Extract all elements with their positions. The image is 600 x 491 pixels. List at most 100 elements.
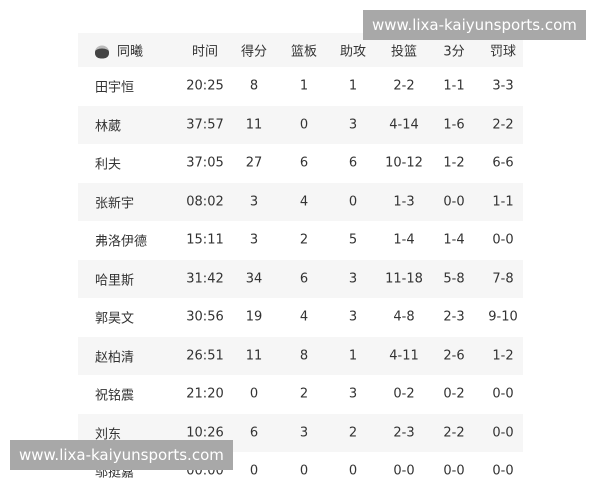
stat-cell: 1-6 <box>443 117 465 133</box>
stat-cell: 2-2 <box>492 117 514 133</box>
column-header: 篮板 <box>290 44 318 60</box>
column-header: 得分 <box>240 44 268 60</box>
stat-cell: 0-2 <box>443 386 465 402</box>
stat-cell: 3 <box>249 232 259 248</box>
table-row: 张新宇 08:02 3 4 0 1-3 0-0 1-1 <box>78 182 523 221</box>
column-header: 3分 <box>443 44 465 60</box>
stat-cell: 11 <box>245 117 263 133</box>
stat-cell: 1-1 <box>492 194 514 210</box>
stat-cell: 11-18 <box>385 271 423 287</box>
stat-cell: 0-0 <box>492 386 514 402</box>
stat-cell: 37:57 <box>186 117 224 133</box>
table-row: 利夫 37:05 27 6 6 10-12 1-2 6-6 <box>78 144 523 183</box>
table-row: 田宇恒 20:25 8 1 1 2-2 1-1 3-3 <box>78 67 523 106</box>
stat-cell: 2 <box>348 425 358 441</box>
table-row: 弗洛伊德 15:11 3 2 5 1-4 1-4 0-0 <box>78 221 523 260</box>
stat-cell: 37:05 <box>186 155 224 171</box>
stat-cell: 3 <box>348 117 358 133</box>
table-row: 哈里斯 31:42 34 6 3 11-18 5-8 7-8 <box>78 259 523 298</box>
table-row: 赵柏清 26:51 11 8 1 4-11 2-6 1-2 <box>78 336 523 375</box>
column-header: 投篮 <box>390 44 418 60</box>
stat-cell: 1-4 <box>393 232 415 248</box>
stat-cell: 0 <box>299 117 309 133</box>
player-name: 张新宇 <box>95 196 135 212</box>
stat-cell: 8 <box>299 348 309 364</box>
stat-cell: 0-0 <box>492 232 514 248</box>
stat-cell: 0-0 <box>492 425 514 441</box>
stat-cell: 34 <box>245 271 263 287</box>
stat-cell: 1-2 <box>443 155 465 171</box>
stat-cell: 2-3 <box>443 309 465 325</box>
stat-cell: 6-6 <box>492 155 514 171</box>
stat-cell: 31:42 <box>186 271 224 287</box>
player-name: 哈里斯 <box>95 273 135 289</box>
stat-cell: 5 <box>348 232 358 248</box>
box-score-table: 同曦 时间 得分 篮板 助攻 投篮 3分 罚球 田宇恒 20:25 8 1 1 2-2 1-1 3-3 林葳… <box>78 33 523 491</box>
stat-cell: 4-14 <box>389 117 419 133</box>
stat-cell: 4 <box>299 309 309 325</box>
stat-cell: 15:11 <box>186 232 224 248</box>
stat-cell: 6 <box>348 155 358 171</box>
stat-cell: 6 <box>299 155 309 171</box>
stat-cell: 0-2 <box>393 386 415 402</box>
stat-cell: 1-3 <box>393 194 415 210</box>
stat-cell: 0-0 <box>443 194 465 210</box>
table-row: 郭昊文 30:56 19 4 3 4-8 2-3 9-10 <box>78 298 523 337</box>
stat-cell: 3 <box>348 309 358 325</box>
stat-cell: 7-8 <box>492 271 514 287</box>
stat-cell: 1-2 <box>492 348 514 364</box>
stat-cell: 9-10 <box>488 309 518 325</box>
column-header: 罚球 <box>489 44 517 60</box>
table-row: 刘东 10:26 6 3 2 2-3 2-2 0-0 <box>78 413 523 452</box>
stat-cell: 4-8 <box>393 309 415 325</box>
stat-cell: 4-11 <box>389 348 419 364</box>
stat-cell: 1 <box>299 78 309 94</box>
column-header: 助攻 <box>339 44 367 60</box>
stat-cell: 26:51 <box>186 348 224 364</box>
stat-cell: 2-2 <box>393 78 415 94</box>
stat-cell: 2 <box>299 232 309 248</box>
stat-cell: 0-0 <box>492 463 514 479</box>
watermark-top: www.lixa-kaiyunsports.com <box>363 10 586 40</box>
stat-cell: 10:26 <box>186 425 224 441</box>
stat-cell: 08:02 <box>186 194 224 210</box>
stat-cell: 3 <box>348 386 358 402</box>
stat-cell: 5-8 <box>443 271 465 287</box>
column-header: 时间 <box>191 44 219 60</box>
stat-cell: 1-4 <box>443 232 465 248</box>
stat-cell: 0 <box>348 194 358 210</box>
stat-cell: 3-3 <box>492 78 514 94</box>
stat-cell: 1 <box>348 348 358 364</box>
stat-cell: 27 <box>245 155 263 171</box>
stat-cell: 2-2 <box>443 425 465 441</box>
player-name: 祝铭震 <box>95 388 135 404</box>
stat-cell: 0 <box>249 386 259 402</box>
player-name: 林葳 <box>95 119 122 135</box>
stat-cell: 2 <box>299 386 309 402</box>
stat-cell: 0 <box>249 463 259 479</box>
stat-cell: 3 <box>249 194 259 210</box>
stat-cell: 3 <box>348 271 358 287</box>
stat-cell: 1 <box>348 78 358 94</box>
player-name: 赵柏清 <box>95 350 135 366</box>
stat-cell: 6 <box>299 271 309 287</box>
stat-cell: 1-1 <box>443 78 465 94</box>
stat-cell: 8 <box>249 78 259 94</box>
stat-cell: 10-12 <box>385 155 423 171</box>
team-name: 同曦 <box>117 44 144 60</box>
stat-cell: 2-3 <box>393 425 415 441</box>
stat-cell: 11 <box>245 348 263 364</box>
stat-cell: 0-0 <box>393 463 415 479</box>
stat-cell: 0 <box>299 463 309 479</box>
player-name: 利夫 <box>95 157 122 173</box>
player-name: 田宇恒 <box>95 80 135 96</box>
stat-cell: 3 <box>299 425 309 441</box>
stat-cell: 19 <box>245 309 263 325</box>
table-row: 祝铭震 21:20 0 2 3 0-2 0-2 0-0 <box>78 375 523 414</box>
stat-cell: 20:25 <box>186 78 224 94</box>
stat-cell: 21:20 <box>186 386 224 402</box>
player-name: 刘东 <box>95 427 122 443</box>
stat-cell: 0-0 <box>443 463 465 479</box>
team-logo-icon <box>95 45 109 59</box>
stat-cell: 2-6 <box>443 348 465 364</box>
